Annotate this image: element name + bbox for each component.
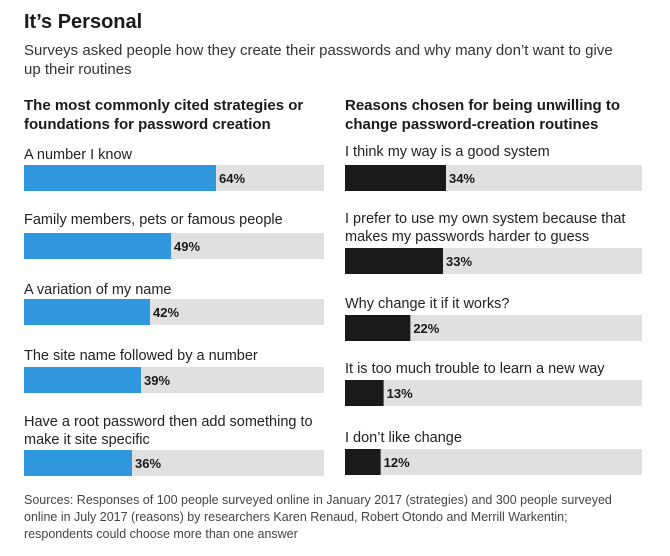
value-label-right-4: 12% — [384, 455, 410, 470]
value-label-right-0: 34% — [449, 171, 475, 186]
bar-left-2 — [24, 299, 150, 325]
bar-right-4 — [345, 449, 381, 475]
bar-left-4 — [24, 450, 132, 476]
value-label-right-1: 33% — [446, 254, 472, 269]
value-label-left-2: 42% — [153, 305, 179, 320]
value-label-left-1: 49% — [174, 239, 200, 254]
source-note: Sources: Responses of 100 people surveye… — [24, 493, 612, 541]
value-label-right-2: 22% — [413, 321, 439, 336]
bar-right-0 — [345, 165, 446, 191]
value-label-left-3: 39% — [144, 373, 170, 388]
category-label-left-2: A variation of my name — [24, 282, 172, 298]
category-label-right-1: I prefer to use my own system because th… — [345, 211, 625, 245]
category-label-left-4: Have a root password then add something … — [24, 414, 313, 448]
category-label-left-1: Family members, pets or famous people — [24, 212, 283, 228]
bar-left-0 — [24, 165, 216, 191]
bar-right-3 — [345, 380, 384, 406]
category-label-left-0: A number I know — [24, 147, 133, 163]
value-label-right-3: 13% — [387, 386, 413, 401]
bar-track-right-3 — [345, 380, 642, 406]
bar-charts: A number I know 64% Family members, pets o… — [24, 144, 642, 476]
bar-right-2 — [345, 315, 411, 341]
value-label-left-4: 36% — [135, 456, 161, 471]
left-panel-title: The most commonly cited strategies or fo… — [24, 97, 304, 133]
chart-title: It’s Personal — [24, 11, 143, 33]
category-label-right-2: Why change it if it works? — [345, 296, 509, 312]
category-label-right-3: It is too much trouble to learn a new wa… — [345, 361, 605, 377]
category-label-left-3: The site name followed by a number — [24, 348, 258, 364]
bar-right-1 — [345, 248, 444, 274]
category-label-right-0: I think my way is a good system — [345, 144, 550, 160]
chart-subtitle: Surveys asked people how they create the… — [24, 42, 613, 78]
bar-track-right-4 — [345, 449, 642, 475]
category-label-right-4: I don’t like change — [345, 430, 462, 446]
bar-left-1 — [24, 233, 171, 259]
bar-left-3 — [24, 367, 141, 393]
value-label-left-0: 64% — [219, 171, 245, 186]
right-panel-title: Reasons chosen for being unwilling to ch… — [345, 97, 621, 133]
